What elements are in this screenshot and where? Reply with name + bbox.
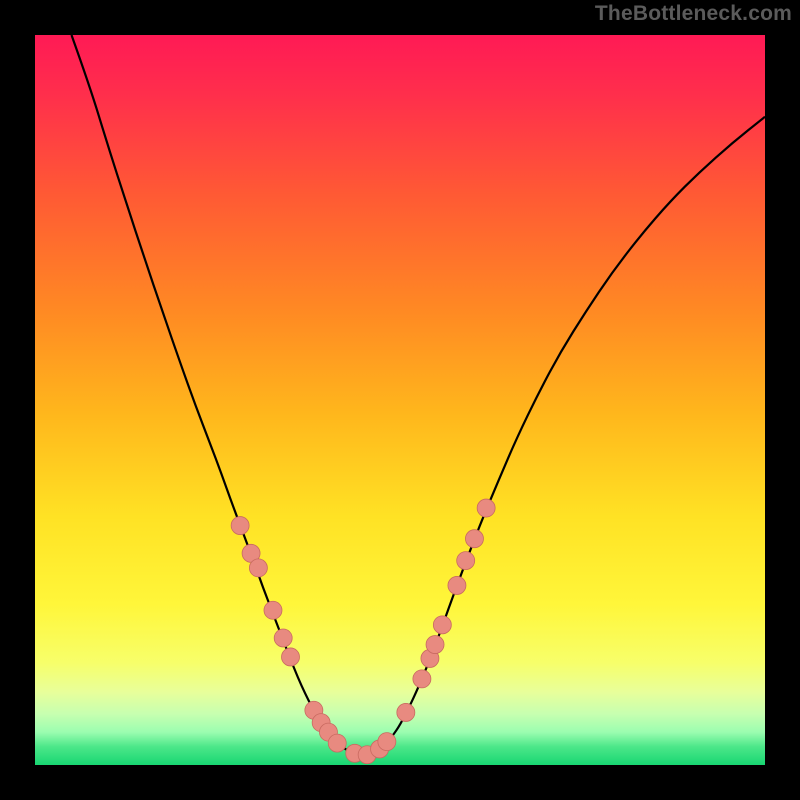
data-marker	[433, 616, 451, 634]
gradient-background	[35, 35, 765, 765]
frame-right	[765, 0, 800, 800]
data-marker	[448, 576, 466, 594]
data-marker	[328, 734, 346, 752]
data-marker	[426, 636, 444, 654]
data-marker	[249, 559, 267, 577]
data-marker	[274, 629, 292, 647]
frame-left	[0, 0, 35, 800]
plot-area	[35, 35, 765, 765]
data-marker	[231, 517, 249, 535]
data-marker	[413, 670, 431, 688]
data-marker	[465, 530, 483, 548]
data-marker	[282, 648, 300, 666]
data-marker	[378, 733, 396, 751]
watermark-text: TheBottleneck.com	[595, 2, 792, 26]
bottleneck-chart	[35, 35, 765, 765]
data-marker	[397, 703, 415, 721]
data-marker	[457, 552, 475, 570]
data-marker	[477, 499, 495, 517]
frame-bottom	[0, 765, 800, 800]
data-marker	[264, 601, 282, 619]
